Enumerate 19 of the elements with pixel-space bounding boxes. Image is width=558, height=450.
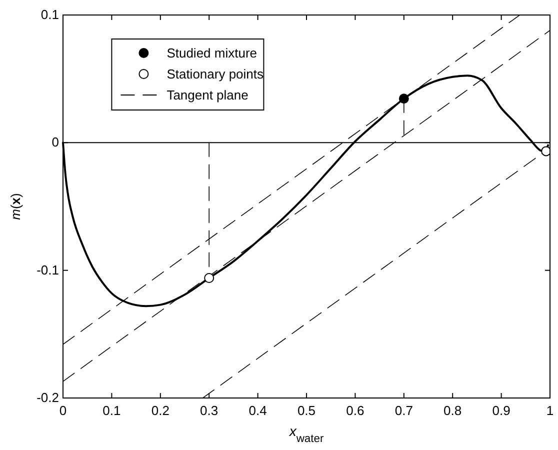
y-tick-label: 0.1 [40, 7, 59, 22]
x-tick-label: 1 [546, 403, 554, 418]
legend-label: Studied mixture [166, 46, 258, 60]
y-tick-label: -0.2 [36, 390, 59, 405]
x-tick-label: 0.1 [102, 403, 121, 418]
y-tick-label: -0.1 [36, 262, 59, 278]
x-tick-label: 0.5 [297, 403, 316, 418]
x-tick-label: 0.8 [444, 403, 462, 418]
x-tick-label: 0.3 [200, 403, 218, 418]
legend-label: Stationary points [166, 66, 264, 82]
x-axis-title: x$_{water}$ [288, 423, 324, 445]
y-tick-label: 0 [52, 134, 59, 150]
x-tick-label: 0.9 [492, 403, 510, 418]
x-tick-label: 0.2 [151, 403, 170, 418]
legend-label: Tangent plane [166, 88, 248, 102]
x-tick-label: 0.4 [248, 403, 267, 418]
y-axis-title: m(x) [8, 193, 23, 220]
x-tick-label: 0.6 [346, 403, 364, 418]
x-tick-label: 0.7 [394, 403, 413, 418]
